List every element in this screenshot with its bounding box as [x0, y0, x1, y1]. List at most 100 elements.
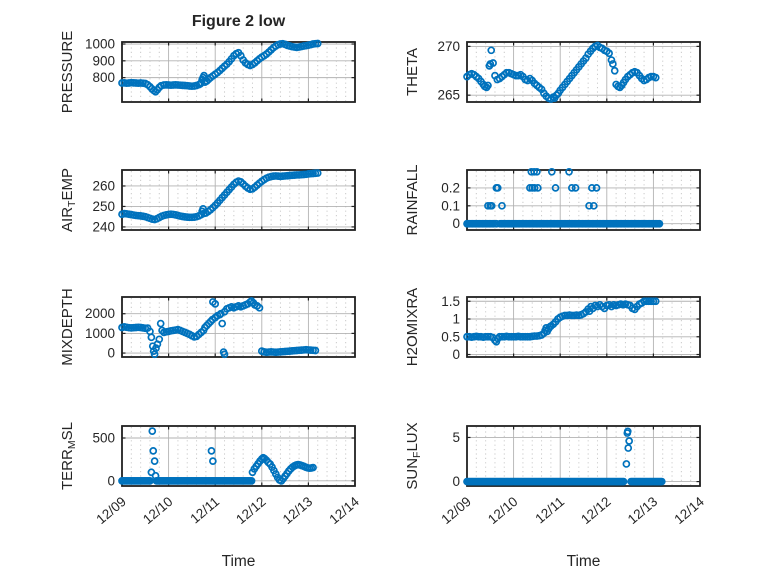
data-point [218, 319, 227, 328]
data-point [149, 447, 158, 455]
subplot-mixdepth: 0 1000 2000 MIXDEPTH [59, 288, 356, 366]
y-tick-label: 0 [107, 346, 115, 361]
y-tick-label: 265 [437, 88, 460, 103]
x-axis-label: Time [222, 553, 256, 570]
data-point [530, 167, 538, 176]
y-tick-label: 0.1 [441, 198, 460, 213]
data-point [220, 350, 229, 359]
y-tick-label: 500 [92, 431, 115, 446]
data-point [493, 184, 502, 192]
subplot-theta: 265 270 THETA [404, 39, 701, 103]
axes-frame [121, 169, 356, 231]
data-point [533, 167, 541, 176]
y-tick-label: 1000 [85, 37, 115, 52]
data-point [311, 346, 320, 355]
data-point [489, 59, 497, 67]
data-point [313, 39, 322, 48]
y-axis-label-h2omixra: H2OMIXRA [404, 288, 421, 366]
data-point [605, 49, 613, 58]
y-tick-label: 0 [452, 347, 460, 362]
y-tick-label: 1 [452, 312, 460, 327]
axes-frame [466, 425, 701, 487]
data-point [551, 184, 560, 192]
data-point [589, 201, 598, 210]
y-tick-label: 1.5 [441, 294, 460, 309]
data-point [625, 437, 634, 445]
y-tick-label: 0.2 [441, 180, 460, 195]
data-point [565, 167, 573, 176]
y-tick-label: 240 [92, 219, 115, 234]
data-point [209, 457, 217, 465]
y-tick-label: 0 [452, 474, 460, 489]
data-point [152, 344, 160, 352]
data-point [567, 184, 576, 192]
y-tick-label: 900 [92, 53, 115, 68]
data-point [585, 201, 593, 210]
data-point [651, 297, 660, 306]
y-tick-label: 0.5 [441, 329, 460, 344]
data-point [492, 219, 501, 228]
y-tick-label: 800 [92, 70, 115, 85]
data-point [622, 460, 631, 468]
data-point [592, 184, 601, 192]
data-point [607, 56, 616, 64]
data-point [533, 184, 542, 192]
data-point [655, 219, 664, 228]
y-axis-label-rainfall: RAINFALL [404, 165, 421, 236]
data-point [624, 444, 633, 452]
data-point [487, 46, 496, 55]
y-tick-label: 0 [452, 216, 460, 231]
data-point [493, 334, 502, 343]
axes-frame [121, 41, 356, 103]
data-point [151, 471, 160, 480]
data-point [609, 60, 617, 68]
data-point [148, 427, 157, 435]
data-point [657, 477, 666, 486]
y-axis-label-sun-flux: SUNFLUX [404, 422, 423, 489]
data-point [610, 66, 619, 75]
axes-frame [121, 425, 356, 487]
data-point [156, 319, 165, 328]
data-point [216, 309, 225, 318]
data-point [571, 184, 580, 192]
data-point [547, 167, 556, 176]
y-axis-label-air-temp: AIRTEMP [59, 168, 78, 232]
data-point [588, 184, 596, 192]
data-point [150, 457, 159, 465]
data-point [484, 81, 492, 90]
y-tick-label: 5 [452, 430, 460, 445]
data-point [619, 477, 628, 486]
y-axis-label-mixdepth: MIXDEPTH [59, 288, 76, 366]
data-point [309, 463, 317, 472]
x-axis-label: Time [567, 553, 601, 570]
y-tick-label: 0 [107, 473, 115, 488]
subplot-rainfall: 0 0.1 0.2 RAINFALL [404, 165, 701, 236]
data-point [255, 303, 264, 312]
figure-title: Figure 2 low [192, 13, 286, 30]
data-point [207, 447, 216, 455]
y-tick-label: 1000 [85, 326, 115, 341]
data-point [247, 477, 256, 485]
subplot-air-temp: 240 250 260 AIRTEMP [59, 168, 356, 234]
axes-frame [466, 296, 701, 358]
data-point [623, 427, 632, 436]
y-tick-label: 270 [437, 39, 460, 54]
data-point [313, 169, 322, 177]
y-tick-label: 2000 [85, 306, 115, 321]
data-point [211, 300, 220, 308]
y-axis-label-theta: THETA [404, 48, 421, 96]
y-tick-label: 250 [92, 199, 115, 214]
data-point [147, 333, 156, 342]
data-point [487, 201, 496, 210]
y-axis-label-pressure: PRESSURE [59, 31, 76, 114]
data-point [651, 73, 660, 82]
data-point [498, 201, 506, 210]
y-tick-label: 260 [92, 178, 115, 193]
axes-frame [466, 169, 701, 231]
subplot-h2omixra: 0 0.5 1 1.5 H2OMIXRA [404, 288, 701, 366]
y-axis-label-terr-msl: TERRMSL [59, 422, 78, 490]
data-point [530, 184, 539, 192]
